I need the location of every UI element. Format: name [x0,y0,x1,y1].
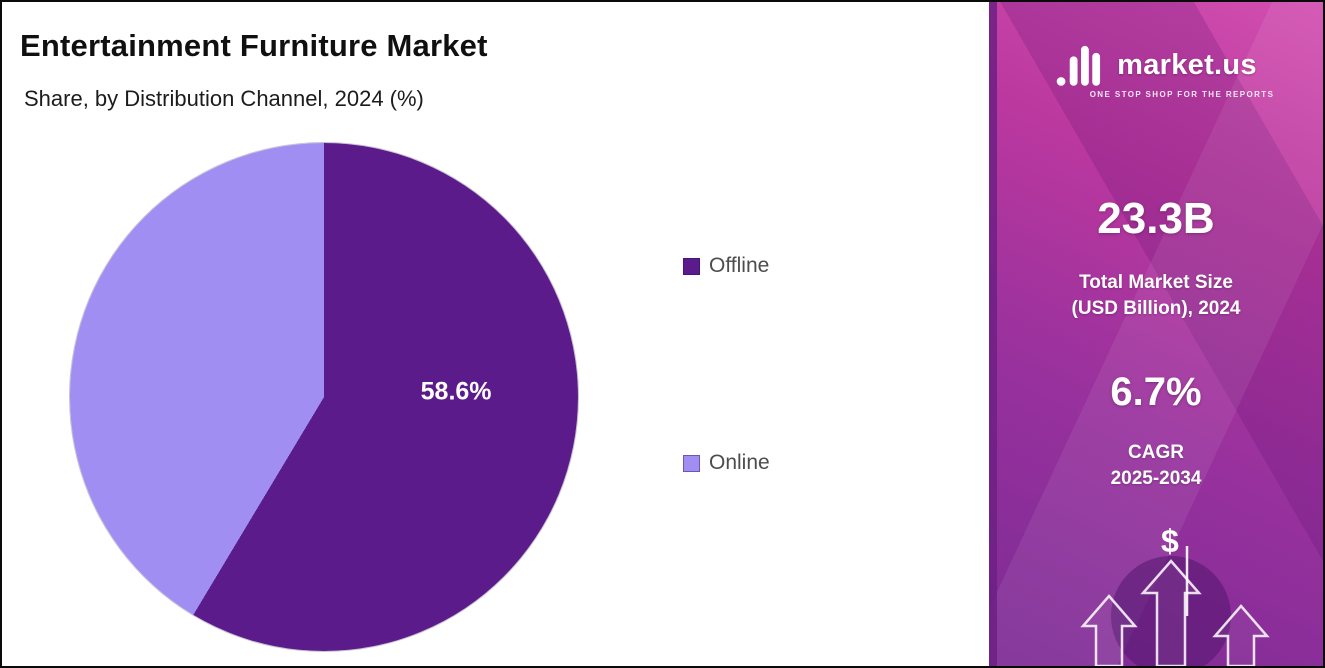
cagr-label-line2: 2025-2034 [1110,467,1202,489]
market-size-label: Total Market Size (USD Billion), 2024 [989,270,1323,321]
page-subtitle: Share, by Distribution Channel, 2024 (%) [24,86,424,111]
legend-item-online: Online [683,451,770,475]
sidebar: market.us ONE STOP SHOP FOR THE REPORTS … [989,2,1323,666]
market-size-label-line1: Total Market Size [1079,272,1233,293]
up-arrow-icon [1080,594,1138,666]
growth-arrows-decoration: $ [1080,523,1270,666]
up-arrow-icon [1140,559,1202,666]
legend-item-offline: Offline [683,254,769,278]
brand-logo-text: market.us [1117,48,1257,81]
cagr-label: CAGR 2025-2034 [989,440,1323,491]
legend-marker [683,454,700,472]
marketus-logo-icon [1056,45,1101,86]
cagr-label-line1: CAGR [1128,442,1184,463]
dollar-icon: $ [1161,523,1179,559]
sidebar-edge-strip [989,2,998,666]
brand-tagline: ONE STOP SHOP FOR THE REPORTS [1089,90,1275,99]
brand-logo: market.us [989,42,1323,88]
market-size-value: 23.3B [1097,194,1215,243]
pie-slice-share-label: 58.6% [420,377,492,406]
legend-label-offline: Offline [709,254,770,277]
chart-area: Entertainment Furniture Market Share, by… [2,2,990,666]
page-title: Entertainment Furniture Market [20,28,488,63]
circle-decoration [1111,556,1231,666]
cagr-value: 6.7% [1110,370,1202,414]
pie-chart: 58.6% [70,143,578,651]
up-arrow-icon [1212,604,1270,666]
legend-marker [683,257,700,275]
legend-label-online: Online [709,451,770,474]
market-size-label-line2: (USD Billion), 2024 [1071,297,1241,319]
